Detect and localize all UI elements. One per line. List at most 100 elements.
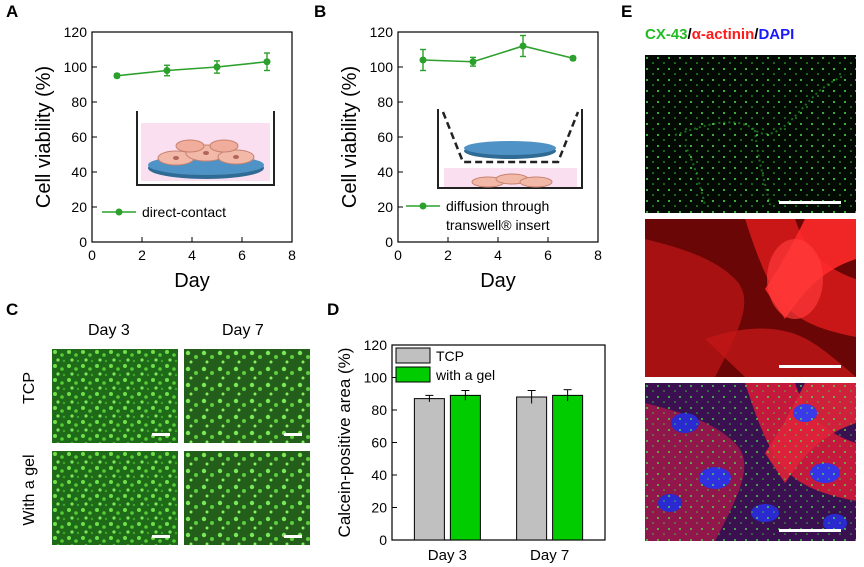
row-label-tcp: TCP [21,372,38,404]
legend-swatch [395,366,431,383]
panel-label-a: A [6,2,19,21]
y-tick-label: 80 [377,94,393,110]
axes: 0 20 40 60 80 100 120 0 2 4 6 8 Day Cell viability (%… [339,24,602,292]
chart-b: 0 20 40 60 80 100 120 0 2 4 6 8 Day Cell viability (%… [339,24,602,292]
x-tick-label: 6 [544,247,552,263]
direct-contact-schematic [136,111,275,186]
y-tick-label: 0 [379,532,387,548]
merged-image [645,383,856,541]
y-tick-label: 0 [385,234,393,250]
y-tick-label: 40 [377,164,393,180]
x-tick-label: 4 [494,247,502,263]
panel-label-d: D [327,300,340,319]
x-category-label: Day 3 [428,547,467,564]
legend-label: TCP [436,348,464,364]
calcein-image-tcp-day7 [184,349,310,443]
chart-a: 0 20 40 60 80 100 120 0 2 4 6 8 Day Cell viability (%… [33,24,296,292]
x-axis-label: Day [480,270,516,292]
data-point [263,58,271,66]
scale-bar [152,535,170,538]
axes: 0 20 40 60 80 100 120 Calcein-positive area (%)… [335,337,606,564]
x-tick-label: 0 [394,247,402,263]
legend-label: transwell® insert [446,217,550,233]
legend: diffusion through transwell® insert [406,198,550,233]
data-point [569,54,577,62]
bar-tcp [413,398,445,541]
y-tick-label: 100 [64,59,88,75]
legend-label: with a gel [435,367,495,383]
y-axis-label: Cell viability (%) [339,66,361,208]
scale-bar [779,365,841,368]
legend-label: direct-contact [142,204,226,220]
scale-bar [779,201,841,204]
col-label-day3: Day 3 [88,322,130,339]
stain-label-actinin: α-actinin [691,26,755,43]
bar-tcp [516,396,548,541]
legend-marker [115,208,123,216]
y-tick-label: 20 [371,500,387,516]
x-axis-label: Day [174,270,210,292]
stain-separator: / [754,26,759,43]
y-tick-label: 40 [71,164,87,180]
data-point [419,56,427,64]
x-tick-label: 2 [138,247,146,263]
y-tick-label: 20 [377,199,393,215]
data-point [519,42,527,50]
series-line [422,45,574,63]
calcein-image-tcp-day3 [52,349,178,443]
x-tick-label: 4 [188,247,196,263]
bar-with-a-gel [449,394,481,541]
scale-bar [284,433,302,436]
data-point [163,67,171,74]
y-axis-label: Cell viability (%) [33,66,55,208]
x-tick-label: 0 [88,247,96,263]
y-tick-label: 20 [71,199,87,215]
transwell-schematic [437,109,583,189]
actinin-image [645,219,856,377]
axes: 0 20 40 60 80 100 120 0 2 4 6 8 Day Cell viability (%… [33,24,296,292]
panel-e-stain-title: CX-43/α-actinin/DAPI [645,26,794,43]
scale-bar [779,529,841,532]
panel-label-e: E [621,2,633,21]
chart-d: 0 20 40 60 80 100 120 Calcein-positive area (%)… [335,337,606,564]
stain-separator: / [687,26,692,43]
data-point [469,58,477,66]
series-line [116,60,268,77]
panel-label-c: C [6,300,19,319]
legend: TCP with a gel [395,347,495,383]
y-tick-label: 120 [364,337,388,353]
x-tick-label: 8 [288,247,296,263]
row-label-with-gel: With a gel [21,454,38,526]
scale-bar [284,535,302,538]
data-point [213,63,221,71]
y-tick-label: 120 [64,24,88,40]
x-category-label: Day 7 [530,547,569,564]
panel-label-b: B [314,2,327,21]
x-tick-label: 2 [444,247,452,263]
cx43-image [645,55,856,213]
legend-marker [419,202,427,210]
bar-with-a-gel [552,394,584,541]
y-tick-label: 0 [79,234,87,250]
legend-label: diffusion through [446,198,549,214]
y-tick-label: 120 [370,24,394,40]
y-tick-label: 60 [371,435,387,451]
stain-label-dapi: DAPI [758,26,795,43]
stain-label-cx43: CX-43 [645,26,688,43]
calcein-image-gel-day7 [184,451,310,545]
y-tick-label: 60 [377,129,393,145]
calcein-image-gel-day3 [52,451,178,545]
y-tick-label: 80 [71,94,87,110]
x-tick-label: 8 [594,247,602,263]
y-tick-label: 80 [371,402,387,418]
x-tick-label: 6 [238,247,246,263]
y-tick-label: 40 [371,467,387,483]
legend-swatch [395,347,431,364]
legend: direct-contact [102,204,226,220]
series-direct-contact [113,52,271,80]
col-label-day7: Day 7 [222,322,264,339]
y-tick-label: 100 [364,370,388,386]
data-point [113,72,121,80]
y-tick-label: 100 [370,59,394,75]
series-diffusion [419,34,577,72]
